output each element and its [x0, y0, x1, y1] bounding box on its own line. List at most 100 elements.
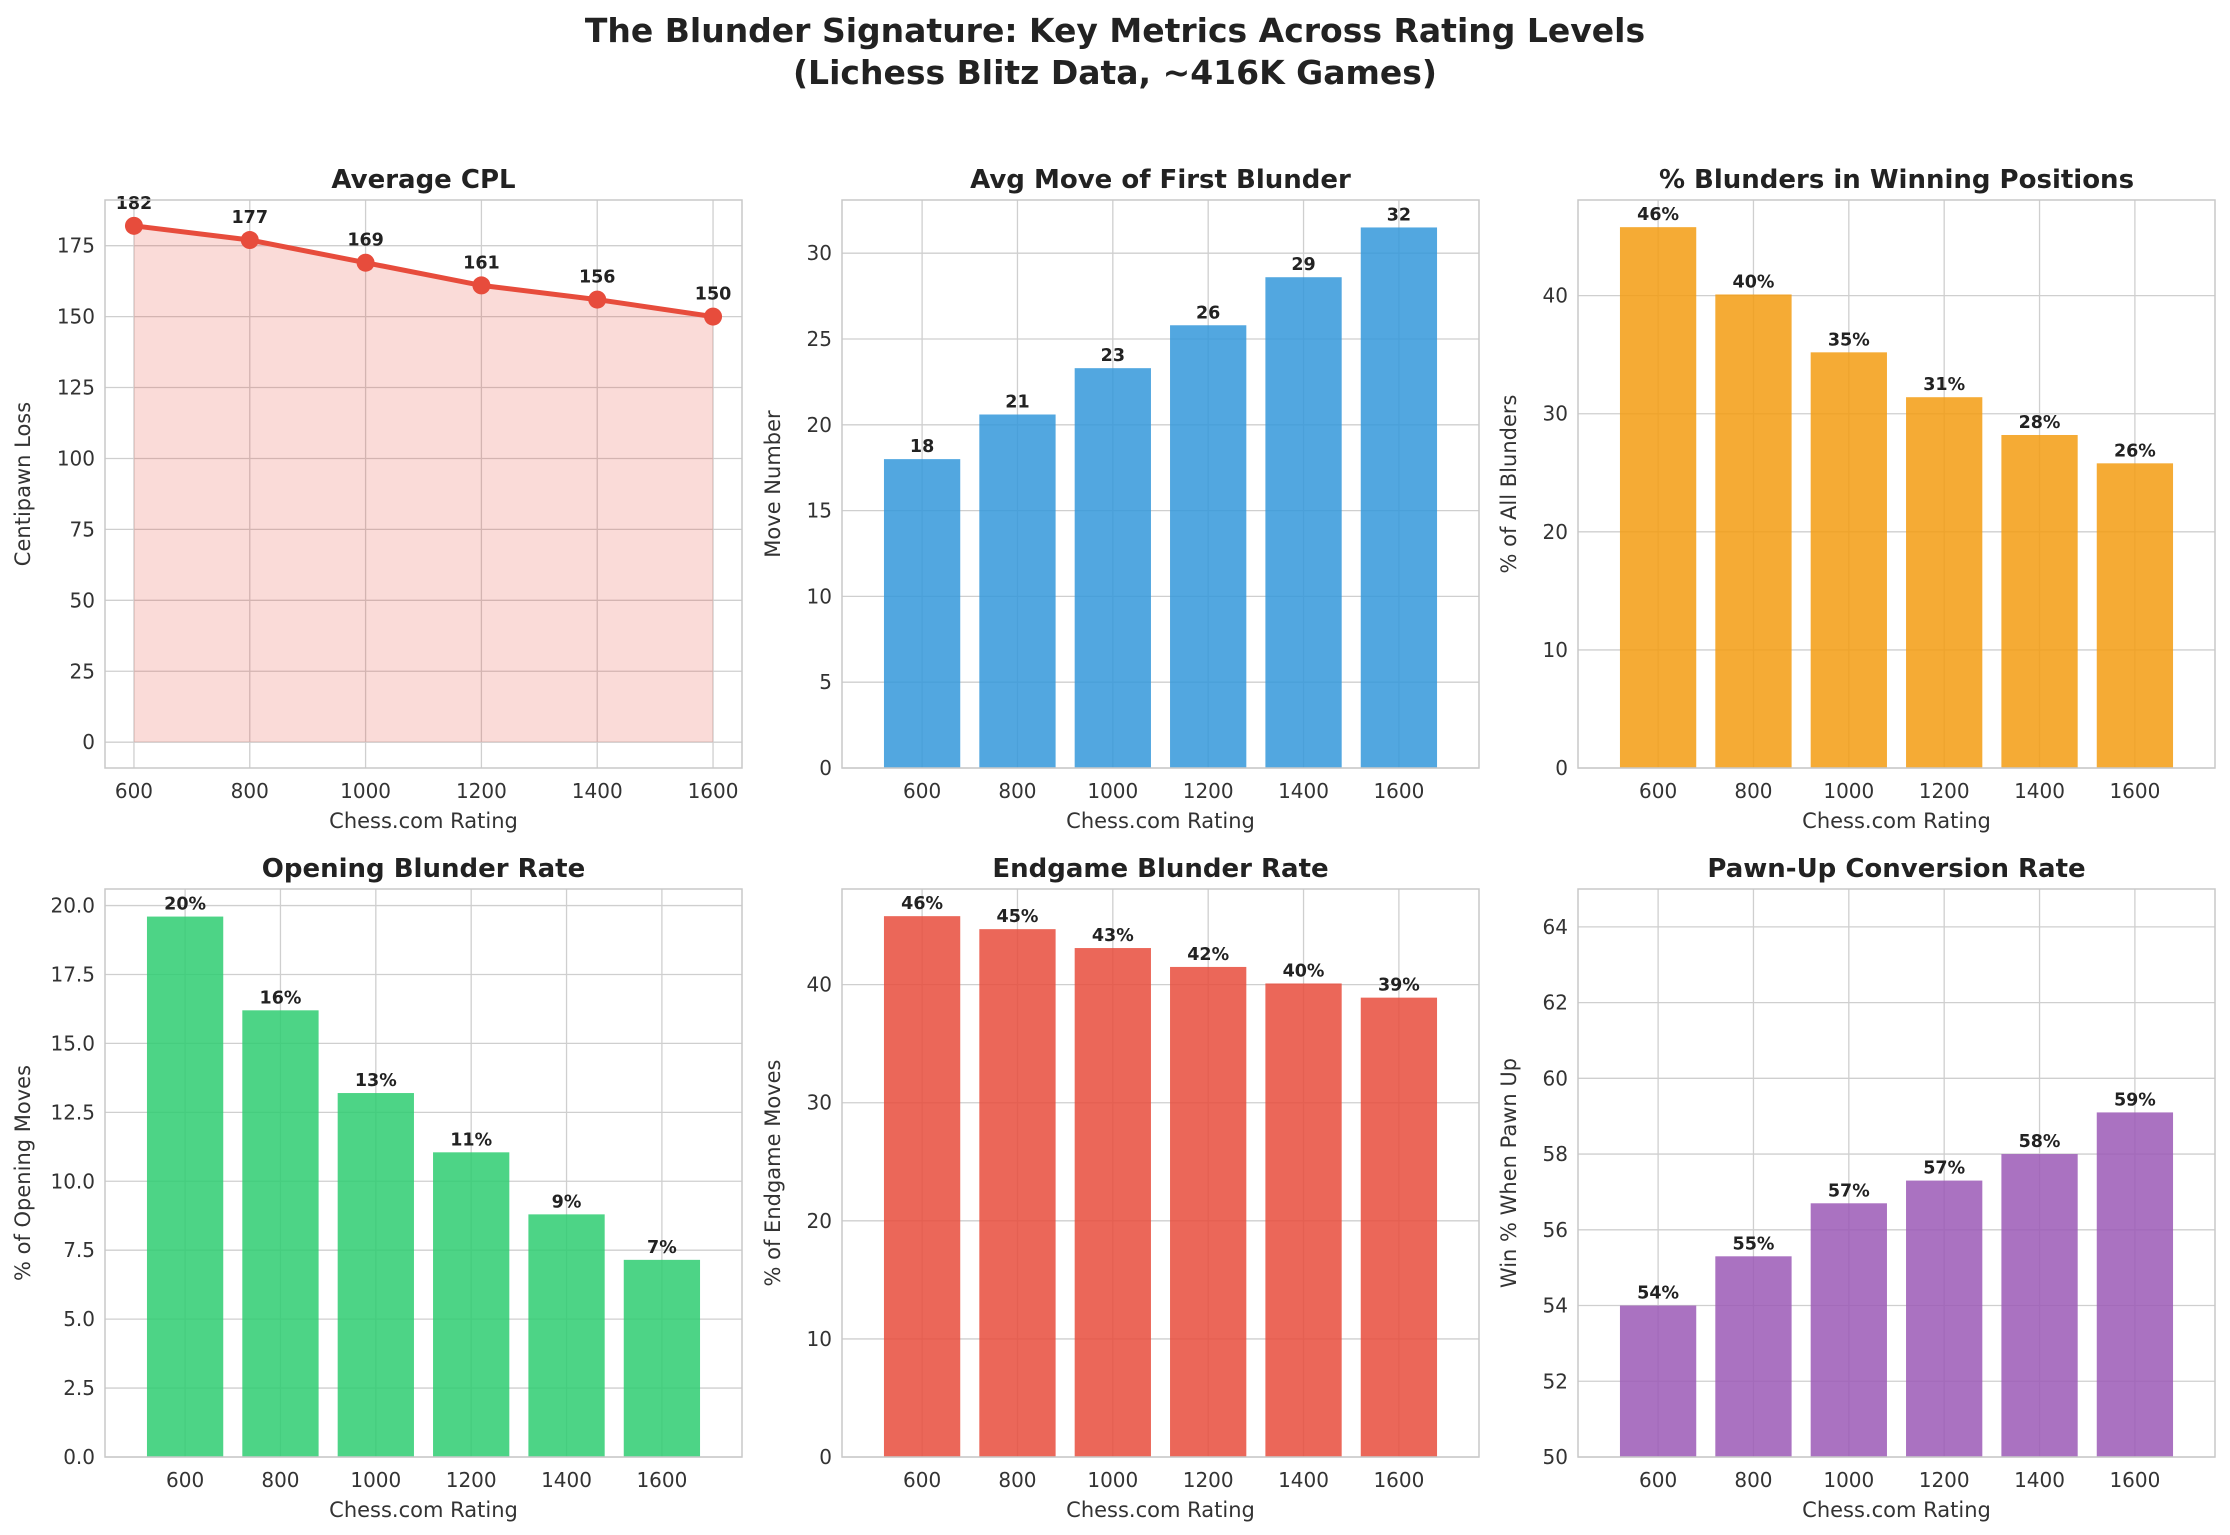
- x-tick-label: 800: [998, 779, 1036, 803]
- bar: [146, 916, 224, 1457]
- y-tick-label: 12.5: [50, 1100, 95, 1124]
- plot-frame: [841, 199, 1480, 769]
- y-tick-label: 56: [1543, 1218, 1568, 1242]
- bar-value-label: 43%: [1092, 926, 1134, 946]
- figure-title: The Blunder Signature: Key Metrics Acros…: [0, 10, 2230, 94]
- bar: [1810, 352, 1887, 768]
- y-tick-label: 40: [807, 973, 832, 997]
- x-tick-label: 1000: [340, 779, 391, 803]
- plot-frame: [104, 199, 743, 769]
- bar: [1906, 397, 1983, 768]
- bar-value-label: 16%: [260, 988, 302, 1008]
- data-point: [124, 216, 143, 235]
- x-tick-label: 1000: [1823, 1468, 1874, 1492]
- x-tick-label: 1200: [1919, 779, 1970, 803]
- point-value-label: 169: [347, 231, 384, 251]
- y-tick-label: 0: [819, 1445, 832, 1469]
- bar: [2001, 434, 2078, 768]
- bar: [979, 929, 1056, 1457]
- x-tick-label: 1000: [1087, 779, 1138, 803]
- y-axis-label: % of Opening Moves: [11, 1065, 35, 1281]
- x-tick-label: 800: [231, 779, 269, 803]
- bar: [1619, 1305, 1697, 1457]
- x-axis-label: Chess.com Rating: [329, 809, 518, 833]
- chart-4: 20% 16% 13% 11% 9% 7% 0.0 2.5 5.0 7.5 10.0 12.5 15.0…: [11, 854, 743, 1522]
- bar: [2096, 1112, 2174, 1457]
- x-axis-label: Chess.com Rating: [329, 1498, 518, 1522]
- chart-5: 46% 45% 43% 42% 40% 39% 0 10 20 30 40 600 800 1000 120…: [761, 854, 1480, 1522]
- x-tick-label: 600: [166, 1468, 204, 1492]
- y-tick-label: 30: [1543, 402, 1568, 426]
- bar-value-label: 18: [910, 437, 934, 457]
- bar-value-label: 20%: [164, 895, 206, 915]
- x-tick-label: 600: [903, 779, 941, 803]
- y-tick-label: 75: [70, 517, 95, 541]
- bar: [1619, 227, 1697, 768]
- plot-frame: [1577, 199, 2216, 769]
- y-tick-label: 20: [1543, 520, 1568, 544]
- bar: [1715, 294, 1792, 768]
- data-point: [472, 276, 491, 295]
- x-tick-label: 1000: [1823, 779, 1874, 803]
- x-tick-label: 1000: [1087, 1468, 1138, 1492]
- y-tick-label: 40: [1543, 284, 1568, 308]
- bar-value-label: 55%: [1733, 1234, 1775, 1254]
- x-tick-label: 1200: [456, 779, 507, 803]
- x-tick-label: 1200: [446, 1468, 497, 1492]
- bar-value-label: 40%: [1733, 272, 1775, 292]
- chart-1: 182 177 169 161 156 150 0 25 50 75 100 125 150 175 600…: [11, 165, 743, 833]
- chart-title: Opening Blunder Rate: [262, 854, 585, 884]
- y-tick-label: 0: [1555, 756, 1568, 780]
- data-point: [588, 290, 607, 309]
- x-tick-label: 600: [903, 1468, 941, 1492]
- bar-value-label: 58%: [2019, 1132, 2061, 1152]
- plot-frame: [104, 888, 743, 1458]
- y-tick-label: 30: [807, 1091, 832, 1115]
- y-axis-label: % of All Blunders: [1497, 395, 1521, 574]
- x-tick-label: 800: [1734, 779, 1772, 803]
- bar: [1170, 966, 1247, 1457]
- bar-value-label: 45%: [997, 907, 1039, 927]
- bar-value-label: 21: [1005, 393, 1029, 413]
- plot-frame: [1577, 888, 2216, 1458]
- x-tick-label: 1600: [1373, 779, 1424, 803]
- chart-6: 54% 55% 57% 57% 58% 59% 50 52 54 56 58 60 62 64 600 800…: [1497, 854, 2216, 1522]
- y-tick-label: 52: [1543, 1369, 1568, 1393]
- figure-title-line1: The Blunder Signature: Key Metrics Acros…: [584, 11, 1646, 50]
- y-tick-label: 10: [807, 584, 832, 608]
- bar-value-label: 28%: [2019, 413, 2061, 433]
- bar: [1906, 1180, 1983, 1457]
- bar: [1715, 1256, 1792, 1457]
- y-tick-label: 125: [57, 376, 95, 400]
- bar: [2096, 463, 2174, 768]
- y-tick-label: 0: [819, 756, 832, 780]
- bar: [1360, 227, 1438, 769]
- chart-title: Pawn-Up Conversion Rate: [1707, 854, 2085, 884]
- data-point: [356, 253, 375, 272]
- bar-value-label: 32: [1387, 205, 1411, 225]
- y-tick-label: 20: [807, 1209, 832, 1233]
- bar-value-label: 59%: [2114, 1090, 2156, 1110]
- x-tick-label: 1400: [1278, 779, 1329, 803]
- x-axis-label: Chess.com Rating: [1066, 809, 1255, 833]
- x-tick-label: 600: [115, 779, 153, 803]
- chart-title: Avg Move of First Blunder: [970, 165, 1351, 195]
- bar-value-label: 42%: [1187, 945, 1229, 965]
- chart-title: % Blunders in Winning Positions: [1659, 165, 2134, 195]
- bar-value-label: 26: [1196, 303, 1220, 323]
- y-tick-label: 2.5: [63, 1376, 95, 1400]
- bar: [623, 1259, 701, 1457]
- bar: [528, 1214, 605, 1457]
- x-tick-label: 1600: [1373, 1468, 1424, 1492]
- bar-value-label: 40%: [1283, 961, 1325, 981]
- bar: [883, 916, 961, 1457]
- y-tick-label: 10.0: [50, 1169, 95, 1193]
- y-tick-label: 15.0: [50, 1031, 95, 1055]
- bar-value-label: 54%: [1637, 1284, 1679, 1304]
- x-tick-label: 800: [1734, 1468, 1772, 1492]
- series-line: [133, 223, 714, 320]
- bar-value-label: 57%: [1923, 1159, 1965, 1179]
- x-tick-label: 1400: [2014, 779, 2065, 803]
- bar: [337, 1093, 414, 1457]
